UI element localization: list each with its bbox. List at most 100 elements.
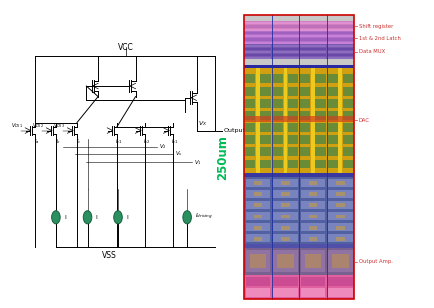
Bar bbox=[328, 212, 353, 220]
Text: 250um: 250um bbox=[217, 135, 230, 180]
Bar bbox=[273, 160, 283, 168]
Bar bbox=[273, 48, 299, 50]
Bar bbox=[300, 48, 326, 50]
Bar bbox=[246, 123, 255, 132]
Bar bbox=[273, 99, 283, 108]
Bar bbox=[244, 35, 354, 37]
Bar bbox=[327, 48, 354, 50]
Ellipse shape bbox=[183, 211, 191, 224]
Bar bbox=[244, 65, 354, 68]
Bar bbox=[246, 212, 270, 220]
Bar bbox=[254, 192, 262, 196]
Bar bbox=[309, 204, 317, 207]
Bar bbox=[301, 179, 326, 187]
Bar bbox=[273, 201, 298, 209]
Text: $V_1$: $V_1$ bbox=[194, 158, 202, 167]
Bar bbox=[327, 57, 354, 59]
Bar bbox=[315, 99, 326, 108]
Bar bbox=[244, 68, 354, 173]
Bar bbox=[328, 277, 353, 286]
Bar bbox=[277, 254, 294, 268]
Text: I: I bbox=[64, 215, 66, 220]
Bar bbox=[328, 223, 353, 231]
Ellipse shape bbox=[114, 211, 122, 224]
Bar bbox=[273, 135, 283, 144]
Text: 1st & 2nd Latch: 1st & 2nd Latch bbox=[359, 35, 401, 41]
Bar bbox=[244, 15, 354, 299]
Text: $I_{c1}$: $I_{c1}$ bbox=[171, 137, 179, 146]
Bar bbox=[246, 288, 270, 297]
Bar bbox=[336, 215, 345, 218]
Bar bbox=[301, 250, 326, 272]
Bar bbox=[300, 160, 310, 168]
Bar bbox=[342, 111, 353, 120]
Bar bbox=[260, 99, 271, 108]
Bar bbox=[246, 179, 270, 187]
Bar bbox=[273, 277, 298, 286]
Text: $I_c$: $I_c$ bbox=[76, 137, 82, 146]
Bar bbox=[273, 288, 298, 297]
Bar bbox=[244, 44, 354, 59]
Bar bbox=[273, 223, 298, 231]
Bar bbox=[342, 99, 353, 108]
Bar bbox=[273, 116, 298, 122]
Bar bbox=[260, 160, 271, 168]
Bar bbox=[244, 177, 354, 244]
Text: Output Amp.: Output Amp. bbox=[359, 259, 393, 265]
Bar bbox=[273, 250, 298, 272]
Bar bbox=[336, 204, 345, 207]
Bar bbox=[246, 75, 255, 83]
Bar bbox=[328, 135, 338, 144]
Bar bbox=[315, 87, 326, 95]
Bar bbox=[260, 135, 271, 144]
Bar bbox=[300, 116, 326, 122]
Bar bbox=[301, 190, 326, 198]
Bar bbox=[273, 179, 298, 187]
Text: $I_b$: $I_b$ bbox=[55, 137, 61, 146]
Text: $V_{DS1}$: $V_{DS1}$ bbox=[11, 121, 23, 130]
Bar bbox=[283, 68, 287, 173]
Bar bbox=[300, 51, 326, 53]
Bar bbox=[244, 275, 354, 299]
Bar bbox=[300, 75, 310, 83]
Ellipse shape bbox=[83, 211, 92, 224]
Bar bbox=[300, 123, 310, 132]
Bar bbox=[342, 135, 353, 144]
Bar bbox=[273, 57, 299, 59]
Bar bbox=[273, 54, 299, 56]
Bar bbox=[246, 223, 270, 231]
Bar bbox=[342, 87, 353, 95]
Bar bbox=[288, 111, 298, 120]
Bar bbox=[315, 123, 326, 132]
Text: $V_2$: $V_2$ bbox=[159, 143, 167, 152]
Bar bbox=[327, 54, 354, 56]
Bar bbox=[301, 277, 326, 286]
Text: $V_s$: $V_s$ bbox=[175, 150, 183, 158]
Bar bbox=[309, 215, 317, 218]
Bar bbox=[250, 254, 266, 268]
Bar bbox=[328, 190, 353, 198]
Bar bbox=[301, 288, 326, 297]
Text: $I_{driving}$: $I_{driving}$ bbox=[195, 212, 213, 222]
Bar bbox=[315, 160, 326, 168]
Bar bbox=[246, 111, 255, 120]
Bar bbox=[254, 181, 262, 185]
Bar bbox=[273, 45, 299, 47]
Bar bbox=[273, 51, 299, 53]
Bar bbox=[342, 75, 353, 83]
Bar bbox=[328, 148, 338, 156]
Bar bbox=[300, 111, 310, 120]
Bar bbox=[342, 148, 353, 156]
Bar bbox=[256, 68, 260, 173]
Bar bbox=[273, 123, 283, 132]
Bar bbox=[246, 99, 255, 108]
Bar bbox=[273, 212, 298, 220]
Bar bbox=[244, 32, 354, 34]
Text: Shift register: Shift register bbox=[359, 24, 393, 29]
Text: I: I bbox=[126, 215, 128, 220]
Bar bbox=[244, 21, 354, 31]
Bar bbox=[301, 223, 326, 231]
Bar bbox=[244, 65, 354, 68]
Bar bbox=[328, 160, 338, 168]
Bar bbox=[244, 29, 354, 31]
